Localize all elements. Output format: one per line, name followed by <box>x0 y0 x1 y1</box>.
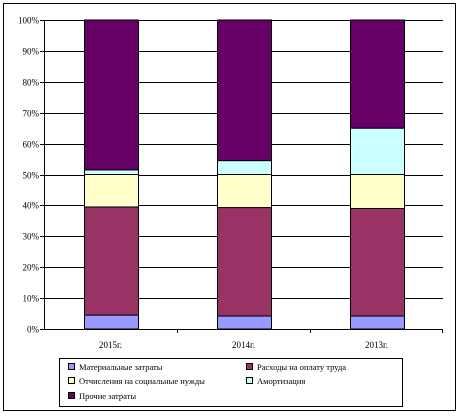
x-tick-label: 2014г. <box>232 340 255 350</box>
legend-swatch <box>68 392 75 399</box>
x-tick-label: 2013г. <box>365 340 388 350</box>
bar-segment <box>217 315 272 330</box>
bar-segment <box>350 174 405 209</box>
bar-segment <box>350 127 405 175</box>
y-tick-label: 0% <box>27 325 40 335</box>
bar-segment <box>84 174 139 208</box>
y-tick-label: 20% <box>23 263 40 273</box>
bars <box>84 19 405 330</box>
legend-swatch <box>246 377 253 384</box>
y-tick-label: 60% <box>23 140 40 150</box>
y-tick-label: 90% <box>23 47 40 57</box>
bar-segment <box>350 315 405 330</box>
legend-label: Расходы на оплату труда <box>257 362 346 372</box>
bar-segment <box>84 169 139 176</box>
bar-segment <box>84 206 139 316</box>
bar-segment <box>350 207 405 317</box>
bar-segment <box>350 19 405 129</box>
axes: 0% 10% 20% 30% 40% 50% 60% 70% 80% 90% 100% 2015г. 2… <box>18 16 443 350</box>
bar-segment <box>217 174 272 209</box>
y-tick-label: 30% <box>23 232 40 242</box>
legend-label: Прочие затраты <box>79 391 136 401</box>
y-tick-label: 80% <box>23 78 40 88</box>
legend-box <box>59 358 403 407</box>
bar-segment <box>84 314 139 330</box>
legend-swatch <box>68 377 75 384</box>
legend-label: Амортизация <box>257 376 305 386</box>
bar-segment <box>84 19 139 171</box>
x-tick-label: 2015г. <box>99 340 122 350</box>
legend-label: Материальные затраты <box>79 362 163 372</box>
legend-swatch <box>246 363 253 370</box>
legend: Материальные затраты Расходы на оплату тр… <box>59 358 403 407</box>
y-tick-label: 50% <box>23 171 40 181</box>
y-tick-label: 40% <box>23 201 40 211</box>
bar-segment <box>217 207 272 317</box>
y-tick-label: 100% <box>18 16 40 26</box>
legend-label: Отчисления на социальные нужды <box>79 376 205 386</box>
bar-segment <box>217 160 272 176</box>
y-tick-label: 10% <box>23 294 40 304</box>
y-tick-label: 70% <box>23 109 40 119</box>
bar-segment <box>217 19 272 162</box>
legend-swatch <box>68 363 75 370</box>
